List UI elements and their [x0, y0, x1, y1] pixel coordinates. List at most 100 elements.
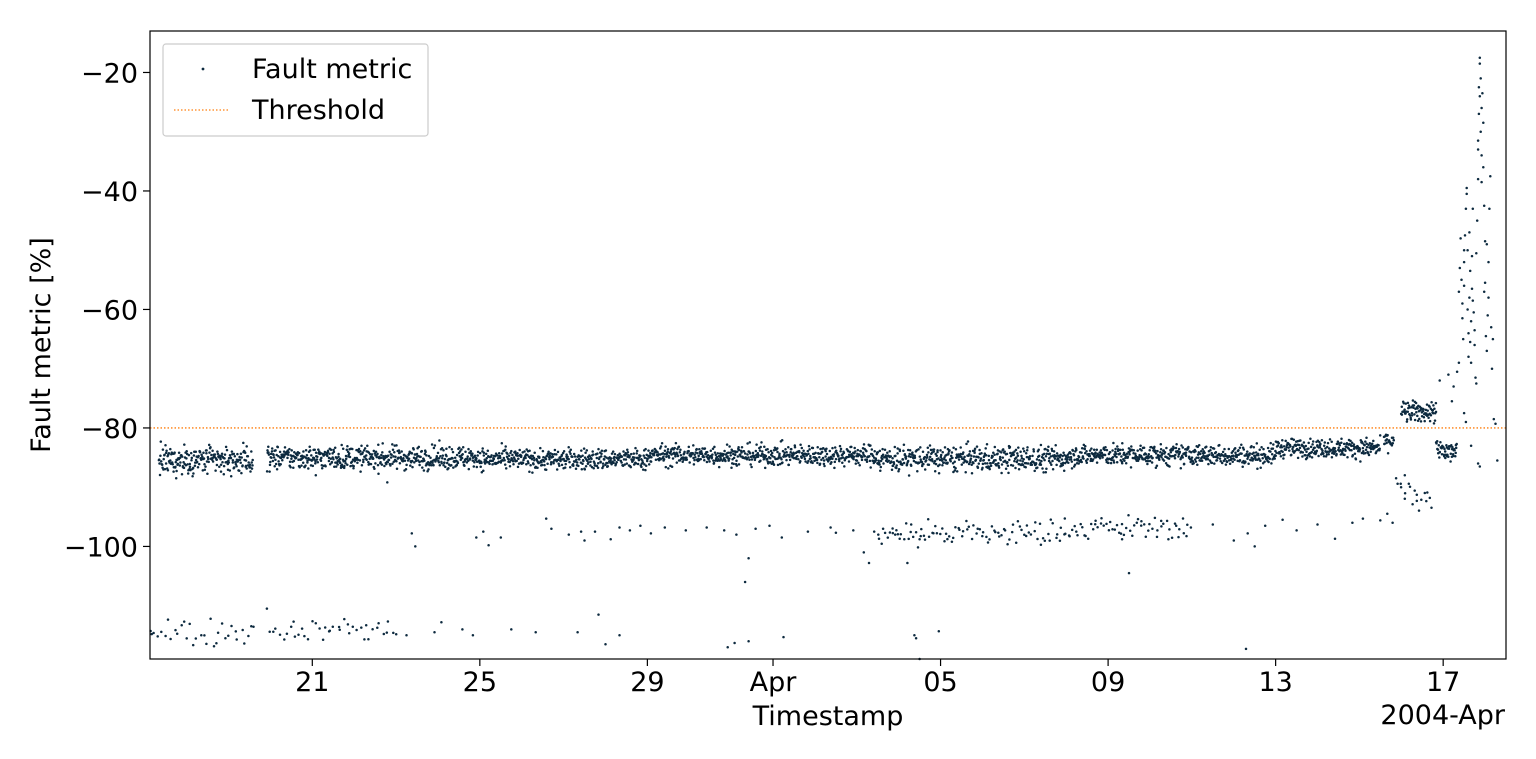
- data-point: [215, 641, 218, 645]
- data-point: [572, 464, 575, 468]
- data-point: [1322, 452, 1325, 455]
- data-point: [1359, 460, 1362, 463]
- data-point: [1055, 533, 1059, 536]
- data-point: [1394, 477, 1398, 480]
- data-point: [591, 453, 595, 456]
- data-point: [359, 470, 362, 473]
- data-point: [1492, 417, 1496, 421]
- data-point: [767, 450, 770, 454]
- data-point: [1455, 442, 1458, 446]
- data-point: [1489, 325, 1493, 329]
- data-point: [785, 451, 788, 454]
- data-point: [705, 526, 708, 529]
- data-point: [1032, 448, 1035, 451]
- data-point: [191, 474, 194, 478]
- data-point: [279, 463, 282, 466]
- data-point: [877, 537, 881, 540]
- data-point: [233, 454, 237, 458]
- data-point: [1410, 414, 1414, 417]
- data-point: [1246, 450, 1249, 453]
- data-point: [1140, 519, 1143, 523]
- data-point: [269, 452, 273, 456]
- data-point: [267, 445, 270, 449]
- data-point: [981, 530, 985, 534]
- data-point: [190, 458, 193, 462]
- data-point: [1211, 453, 1215, 457]
- data-point: [1081, 526, 1084, 529]
- data-point: [195, 460, 199, 464]
- data-point: [214, 469, 217, 472]
- data-point: [1076, 457, 1080, 461]
- data-point: [294, 456, 298, 460]
- data-point: [937, 471, 941, 475]
- data-point: [286, 453, 290, 456]
- data-point: [951, 456, 954, 460]
- data-point: [1061, 463, 1065, 467]
- data-point: [957, 458, 961, 461]
- data-point: [1403, 408, 1406, 411]
- data-point: [302, 450, 305, 453]
- data-point: [974, 458, 978, 462]
- data-point: [510, 457, 514, 461]
- data-point: [601, 464, 605, 468]
- data-point: [306, 461, 309, 464]
- data-point: [1454, 451, 1457, 455]
- data-point: [664, 465, 668, 469]
- data-point: [1443, 450, 1447, 453]
- data-point: [171, 462, 174, 466]
- data-point: [238, 455, 241, 459]
- data-point: [292, 466, 295, 469]
- data-point: [1178, 450, 1182, 454]
- data-point: [1035, 458, 1039, 461]
- data-point: [710, 455, 714, 459]
- x-axis-offset-label: 2004-Apr: [1380, 700, 1505, 731]
- data-point: [890, 468, 894, 471]
- data-point: [410, 452, 414, 455]
- data-point: [531, 454, 535, 458]
- data-point: [1169, 451, 1173, 454]
- data-point: [913, 456, 917, 459]
- data-point: [182, 466, 186, 470]
- data-point: [445, 461, 449, 465]
- data-point: [1399, 485, 1403, 489]
- data-point: [1386, 433, 1389, 437]
- data-point: [747, 557, 750, 560]
- data-point: [1322, 454, 1326, 458]
- data-point: [933, 459, 937, 463]
- data-point: [1075, 530, 1078, 533]
- data-point: [1301, 451, 1305, 454]
- data-point: [1274, 454, 1277, 458]
- data-point: [216, 450, 219, 453]
- data-point: [532, 463, 535, 466]
- data-point: [1304, 454, 1307, 457]
- data-point: [902, 443, 906, 447]
- data-point: [1284, 448, 1288, 451]
- data-point: [1159, 442, 1163, 446]
- data-point: [780, 536, 784, 539]
- data-point: [227, 634, 230, 637]
- data-point: [528, 449, 531, 453]
- data-point: [405, 634, 408, 637]
- data-point: [192, 454, 196, 457]
- data-point: [1144, 535, 1148, 539]
- data-point: [182, 620, 186, 623]
- data-point: [1221, 450, 1225, 454]
- data-point: [1447, 373, 1450, 376]
- data-point: [1098, 457, 1102, 460]
- data-point: [1454, 455, 1457, 458]
- data-point: [516, 454, 519, 458]
- data-point: [769, 449, 773, 453]
- data-point: [904, 457, 908, 460]
- data-point: [1385, 441, 1388, 445]
- data-point: [919, 446, 922, 449]
- data-point: [959, 446, 962, 449]
- data-point: [1173, 522, 1177, 525]
- data-point: [1047, 532, 1050, 536]
- data-point: [1068, 534, 1071, 538]
- data-point: [225, 448, 229, 452]
- data-point: [1412, 406, 1415, 409]
- data-point: [568, 460, 571, 464]
- data-point: [268, 630, 271, 633]
- data-point: [584, 451, 587, 454]
- data-point: [531, 471, 534, 474]
